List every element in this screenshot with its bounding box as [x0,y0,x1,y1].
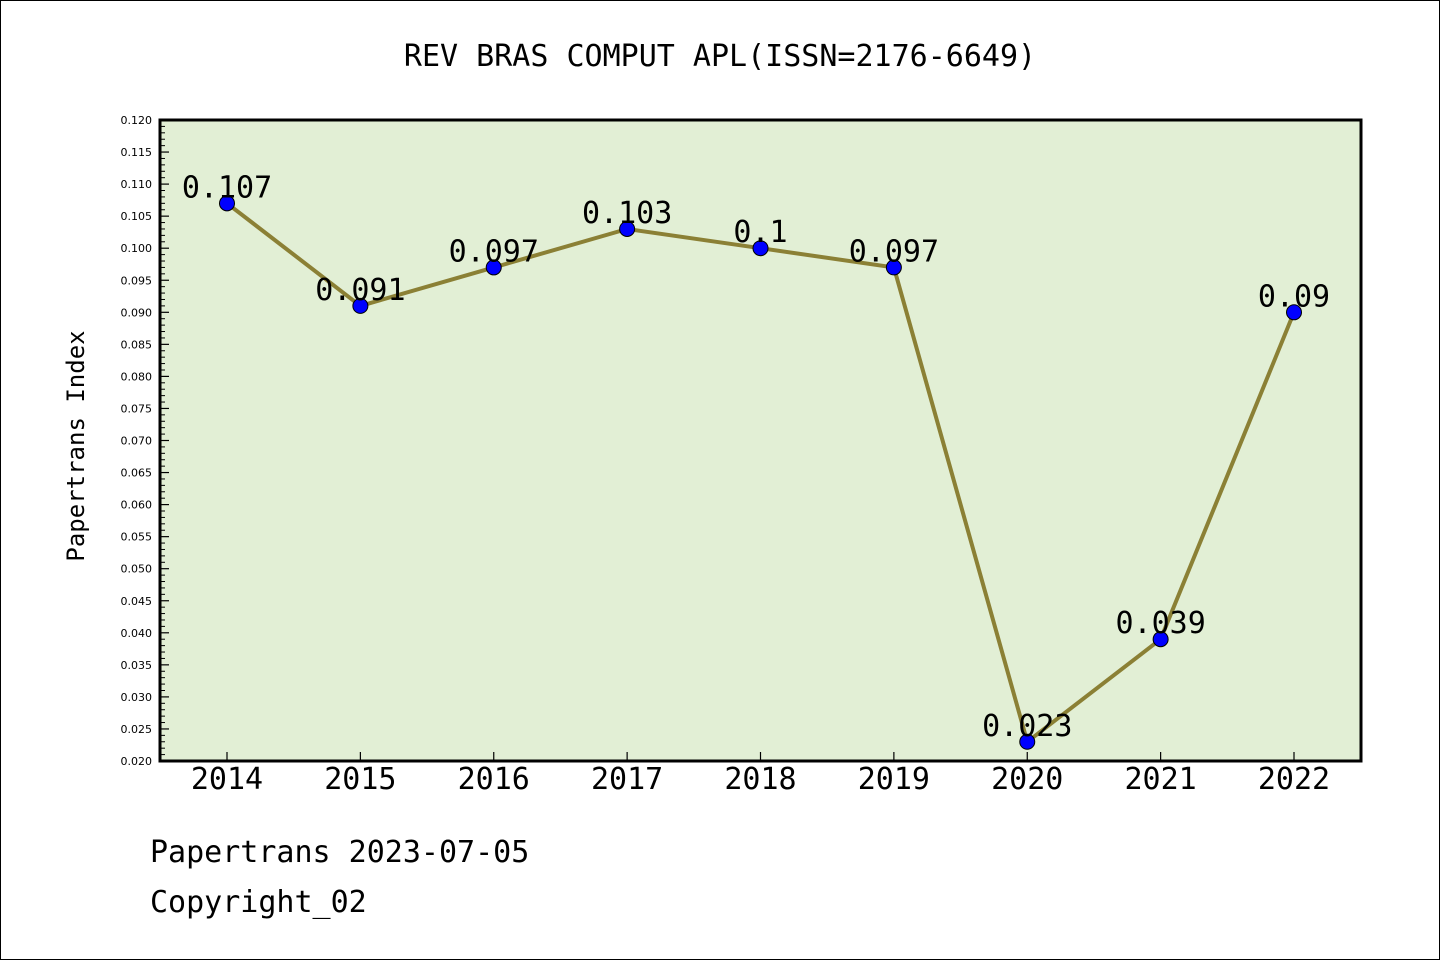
y-tick-label: 0.050 [121,563,153,576]
data-series [219,195,1302,750]
y-axis-label: Papertrans Index [62,330,90,561]
y-axis: 0.020 0.025 0.030 0.035 0.040 0.045 0.050 0.055… [121,114,169,768]
x-tick-label: 2015 [324,762,396,797]
y-tick-label: 0.025 [121,723,153,736]
plot-area [158,118,1363,763]
y-tick-label: 0.105 [121,210,153,223]
footer-date: Papertrans 2023-07-05 [150,835,530,870]
y-tick-label: 0.110 [121,178,153,191]
x-tick-label: 2017 [591,762,663,797]
x-tick-label: 2021 [1125,762,1197,797]
y-tick-label: 0.115 [121,146,153,159]
y-tick-label: 0.045 [121,595,153,608]
footer-copyright: Copyright_02 [150,885,367,920]
y-tick-label: 0.030 [121,691,153,704]
y-tick-label: 0.040 [121,627,153,640]
x-tick-label: 2018 [724,762,796,797]
data-label: 0.039 [1115,606,1205,641]
y-tick-label: 0.120 [121,114,153,127]
data-label: 0.103 [582,196,672,231]
data-label: 0.091 [315,273,405,308]
y-tick-label: 0.065 [121,467,153,480]
data-point [752,240,769,257]
y-tick-label: 0.075 [121,402,153,415]
x-tick-label: 2020 [991,762,1063,797]
x-tick-label: 2016 [458,762,530,797]
x-tick-label: 2014 [191,762,263,797]
data-label: 0.1 [733,215,787,250]
data-label: 0.09 [1258,279,1330,314]
data-label: 0.023 [982,709,1072,744]
data-point [352,297,369,314]
data-label: 0.107 [182,170,272,205]
data-point [885,259,902,276]
y-tick-label: 0.095 [121,274,153,287]
y-tick-label: 0.080 [121,370,153,383]
data-point [219,195,235,212]
data-point [1019,733,1036,750]
y-tick-label: 0.020 [121,755,153,768]
data-label: 0.097 [449,234,539,269]
data-labels: 0.107 0.091 0.097 0.103 0.1 0.097 0.023 0.039 0.… [182,170,1330,743]
data-label: 0.097 [849,234,939,269]
x-tick-label: 2019 [858,762,930,797]
y-tick-label: 0.100 [121,242,153,255]
data-point [619,220,636,237]
x-tick-label: 2022 [1258,762,1330,797]
data-point [485,259,502,276]
data-point [1286,304,1302,321]
y-tick-label: 0.085 [121,338,153,351]
y-tick-label: 0.055 [121,531,153,544]
y-tick-label: 0.060 [121,499,153,512]
data-point [1152,631,1169,648]
x-axis: 2014 2015 2016 2017 2018 2019 2020 2021 2022 [191,752,1330,797]
y-tick-label: 0.035 [121,659,153,672]
y-tick-label: 0.070 [121,435,153,448]
chart-title: REV BRAS COMPUT APL(ISSN=2176-6649) [404,39,1036,74]
y-tick-label: 0.090 [121,306,153,319]
